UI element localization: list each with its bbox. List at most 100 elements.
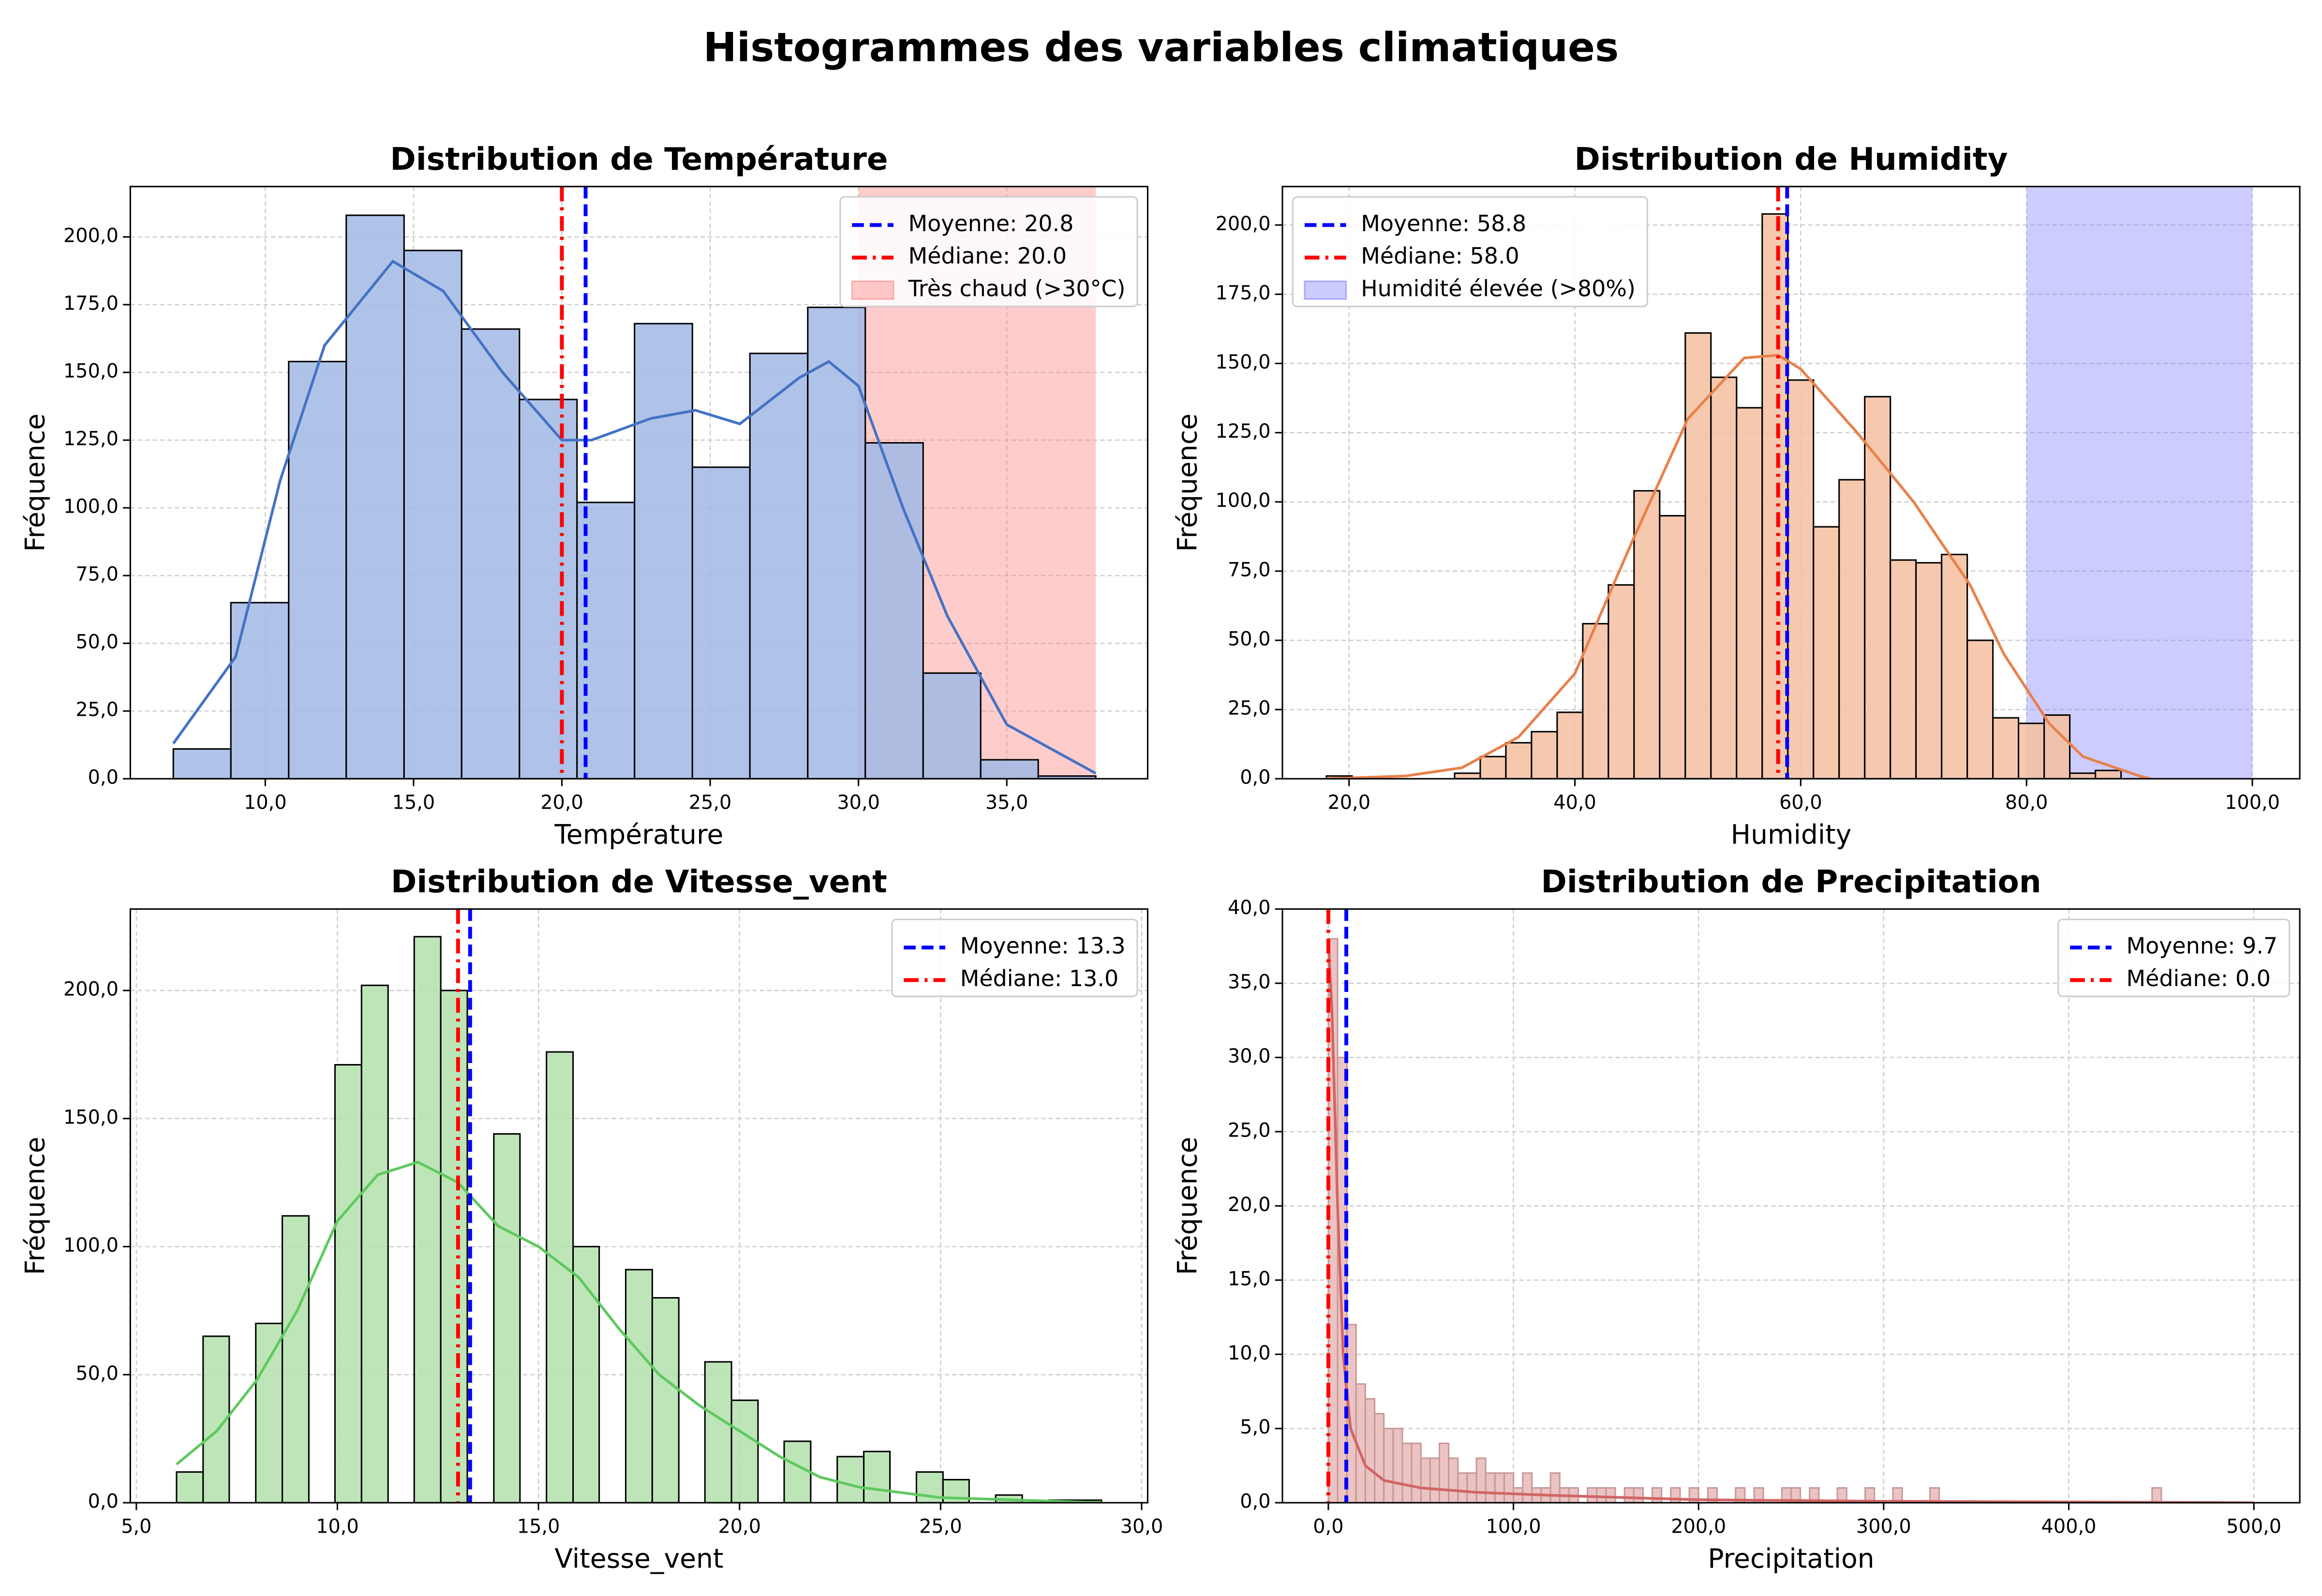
histogram-bar — [1623, 1487, 1635, 1503]
axes-frame — [1281, 908, 2301, 1504]
histogram-bar — [230, 602, 290, 779]
y-tick-label: 125,0 — [63, 428, 119, 450]
histogram-bar — [625, 1269, 653, 1503]
histogram-bar — [1890, 559, 1917, 779]
y-tick-label: 100,0 — [63, 496, 119, 518]
histogram-bar — [1411, 1442, 1422, 1503]
legend: Moyenne: 20.8 Médiane: 20.0 Très chaud (>3… — [839, 196, 1138, 308]
y-tick-label: 5,0 — [1240, 1416, 1270, 1438]
histogram-bar — [1479, 755, 1507, 779]
histogram-bar — [1503, 1472, 1515, 1503]
plot-area — [1326, 909, 2254, 1503]
legend-label: Médiane: 0.0 — [2127, 965, 2271, 991]
histogram-bar — [172, 748, 232, 779]
y-tick-label: 200,0 — [1216, 213, 1271, 235]
y-tick-label: 30,0 — [1228, 1045, 1271, 1067]
histogram-bar — [1531, 731, 1558, 779]
x-tick-label: 0,0 — [1313, 1516, 1343, 1538]
histogram-bar — [1659, 515, 1686, 779]
histogram-bar — [1494, 1472, 1505, 1503]
histogram-bar — [783, 1440, 812, 1503]
x-tick-label: 40,0 — [1553, 792, 1596, 814]
histogram-bar — [1466, 1472, 1477, 1503]
y-tick-label: 100,0 — [1216, 489, 1271, 512]
histogram-bar — [1522, 1472, 1533, 1503]
histogram-bar — [360, 984, 389, 1503]
histogram-bar — [282, 1215, 310, 1503]
suptitle: Histogrammes des variables climatiques — [703, 25, 1619, 71]
x-axis-label: Température — [554, 819, 723, 850]
subplot-title: Distribution de Humidity — [1575, 141, 2008, 177]
legend-frame — [839, 196, 1138, 308]
histogram-bar — [1605, 1487, 1616, 1503]
histogram-bar — [493, 1133, 521, 1503]
legend: Moyenne: 58.8 Médiane: 58.0 Humidité élevé… — [1292, 196, 1648, 308]
histogram-bar — [704, 1361, 732, 1503]
y-tick-label: 35,0 — [1228, 971, 1271, 993]
y-tick-label: 125,0 — [1216, 420, 1271, 443]
histogram-bar — [1420, 1457, 1431, 1503]
y-tick-label: 150,0 — [1216, 351, 1271, 373]
histogram-bar — [980, 759, 1039, 779]
subplot: 10,0 15,0 20,0 25,0 30,0 35,0 0,0 25,0 50,0 75,0 1… — [20, 141, 1148, 850]
x-axis-label: Vitesse_vent — [554, 1543, 723, 1574]
histogram-bar — [634, 323, 693, 779]
histogram-bar — [440, 990, 468, 1503]
histogram-bar — [1813, 526, 1840, 779]
x-tick-label: 15,0 — [517, 1516, 560, 1538]
histogram-bar — [749, 353, 809, 779]
plot-area — [176, 909, 1102, 1503]
legend-label: Médiane: 58.0 — [1361, 243, 1519, 269]
x-axis-label: Precipitation — [1708, 1543, 1874, 1574]
histogram-bar — [1505, 742, 1533, 779]
histogram-bar — [546, 1051, 574, 1503]
x-tick-label: 35,0 — [985, 792, 1028, 814]
histogram-bar — [1454, 772, 1481, 779]
y-tick-label: 0,0 — [88, 767, 119, 789]
legend-label: Humidité élevée (>80%) — [1361, 276, 1636, 302]
y-tick-label: 75,0 — [75, 563, 119, 586]
legend-label: Moyenne: 58.8 — [1361, 210, 1526, 236]
histogram-bar — [334, 1064, 362, 1503]
histogram-bar — [1401, 1442, 1413, 1503]
histogram-bar — [1915, 562, 1943, 779]
histogram-bar — [572, 1246, 600, 1503]
y-axis-label: Fréquence — [20, 1137, 51, 1275]
histogram-bar — [1475, 1457, 1487, 1503]
kde-line — [1327, 938, 2254, 1503]
histogram-bar — [863, 1450, 891, 1503]
legend-frame — [1292, 196, 1648, 308]
histogram-bar — [1633, 1487, 1644, 1503]
x-tick-label: 20,0 — [540, 792, 583, 814]
histogram-bar — [288, 361, 347, 779]
histogram-bar — [413, 936, 442, 1503]
y-tick-label: 25,0 — [1228, 697, 1271, 720]
x-tick-label: 25,0 — [689, 792, 732, 814]
y-tick-label: 20,0 — [1228, 1194, 1271, 1216]
y-axis-label: Fréquence — [1172, 414, 1203, 552]
x-tick-label: 80,0 — [2005, 792, 2048, 814]
x-tick-label: 200,0 — [1671, 1516, 1726, 1538]
histogram-bar — [807, 307, 866, 779]
y-tick-label: 25,0 — [75, 699, 119, 721]
y-tick-label: 200,0 — [63, 224, 119, 247]
legend-swatch — [851, 281, 894, 300]
axes-frame — [129, 908, 1148, 1504]
subplot-title: Distribution de Température — [390, 141, 888, 177]
y-tick-label: 15,0 — [1228, 1268, 1271, 1290]
histogram-bar — [1838, 479, 1866, 779]
histogram-bar — [1485, 1472, 1496, 1503]
legend-label: Moyenne: 20.8 — [908, 210, 1074, 236]
x-tick-label: 100,0 — [2225, 792, 2280, 814]
x-tick-label: 20,0 — [1327, 792, 1370, 814]
y-axis-label: Fréquence — [1172, 1137, 1203, 1275]
histogram-bar — [2043, 714, 2071, 779]
subplot: 0,0 100,0 200,0 300,0 400,0 500,0 0,0 5,0 10,0 15… — [1172, 864, 2301, 1574]
y-tick-label: 40,0 — [1228, 897, 1271, 919]
histogram-bar — [1582, 623, 1609, 779]
histogram-bar — [1633, 490, 1661, 779]
histogram-bar — [1448, 1457, 1459, 1503]
histogram-bar — [345, 214, 405, 779]
y-tick-label: 175,0 — [63, 292, 119, 314]
